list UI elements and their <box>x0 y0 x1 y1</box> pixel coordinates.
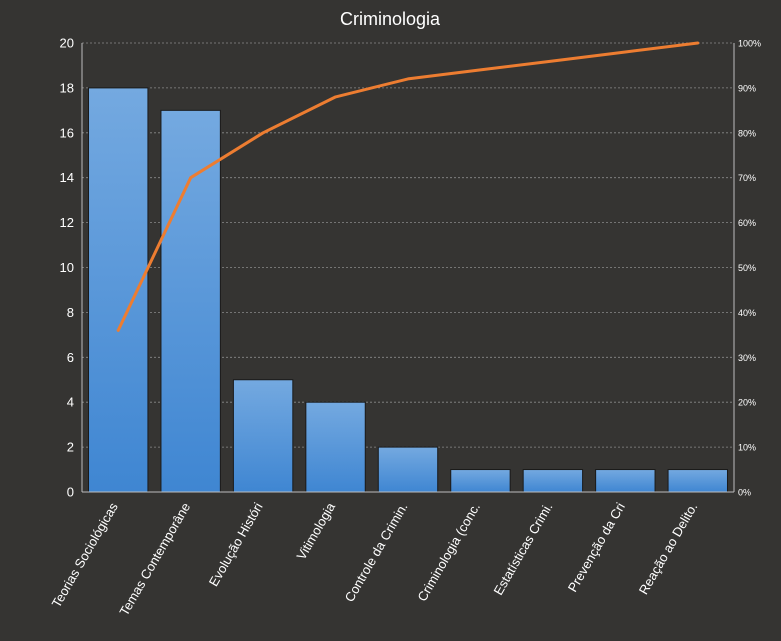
secondary-y-axis: 0% 10% 20% 30% 40% 50% 60% 70% 80% 90% 100% <box>733 39 761 498</box>
y-tick-label: 12 <box>60 215 74 230</box>
y2-tick-label: 90% <box>738 83 756 93</box>
x-tick-label: Vitimologia <box>293 499 338 562</box>
y-tick-label: 8 <box>67 305 74 320</box>
x-tick-label: Controle da Crimin. <box>342 500 411 604</box>
x-tick-label: Estatísticas Crimi. <box>490 500 555 598</box>
bar <box>160 109 221 493</box>
x-tick-label: Teorias Sociológicas <box>49 500 121 611</box>
x-tick-label: Prevenção da Cri <box>565 500 628 595</box>
y2-tick-label: 30% <box>738 353 756 363</box>
bar <box>305 401 366 493</box>
y-tick-label: 2 <box>67 440 74 455</box>
y-axis: 0 2 4 6 8 10 12 14 16 18 20 <box>60 36 83 500</box>
x-tick-label: Reação ao Delito. <box>636 500 701 597</box>
y2-tick-label: 40% <box>738 308 756 318</box>
bar-series <box>88 87 728 493</box>
cumulative-percent-line <box>116 41 700 332</box>
x-tick-label: Temas Contemporâne <box>116 500 193 618</box>
y-tick-label: 16 <box>60 125 74 140</box>
x-tick-label: Evolução Históri <box>206 500 266 589</box>
y-tick-label: 4 <box>67 395 74 410</box>
y-tick-label: 6 <box>67 350 74 365</box>
x-tick-label: Criminologia (conc. <box>414 500 483 604</box>
bar <box>232 379 294 493</box>
y2-tick-label: 100% <box>738 39 761 49</box>
y-tick-label: 18 <box>60 80 74 95</box>
y2-tick-label: 80% <box>738 128 756 138</box>
y2-tick-label: 70% <box>738 173 756 183</box>
y2-tick-label: 50% <box>738 263 756 273</box>
y2-tick-label: 60% <box>738 218 756 228</box>
cumulative-line-series <box>116 41 700 332</box>
y-tick-label: 0 <box>67 485 74 500</box>
chart-title: Criminologia <box>340 9 441 29</box>
bar <box>667 469 728 493</box>
bar <box>450 469 511 493</box>
y-tick-label: 14 <box>60 170 74 185</box>
bar <box>595 469 656 493</box>
y2-tick-label: 10% <box>738 443 756 453</box>
y-tick-label: 10 <box>60 260 74 275</box>
y2-tick-label: 20% <box>738 398 756 408</box>
bar <box>522 469 584 493</box>
y2-tick-label: 0% <box>738 488 751 498</box>
y-tick-label: 20 <box>60 36 74 51</box>
bar <box>377 446 439 493</box>
